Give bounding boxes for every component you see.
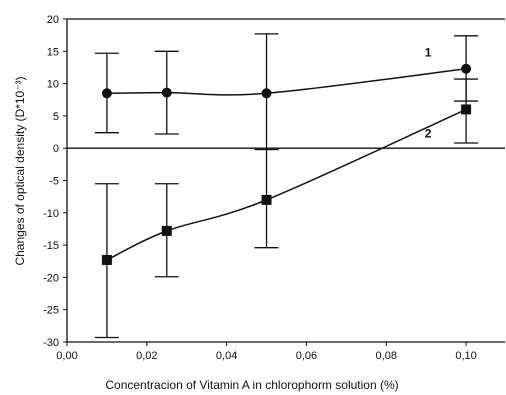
- data-point: [161, 225, 172, 236]
- y-tick-label: -15: [43, 240, 59, 252]
- y-tick-label: 5: [53, 111, 59, 123]
- data-point: [101, 254, 112, 265]
- series-2: 2: [94, 78, 479, 339]
- x-tick-label: 0,04: [216, 350, 237, 362]
- y-tick-label: 10: [47, 79, 59, 91]
- data-point: [261, 88, 272, 99]
- series-line: [106, 67, 467, 96]
- x-tick-label: 0,10: [455, 350, 476, 362]
- x-axis: 0,00 0,02 0,04 0,06 0,08 0,10: [56, 342, 477, 362]
- y-tick-label: -20: [43, 272, 59, 284]
- data-point: [461, 63, 472, 74]
- x-tick-label: 0,02: [136, 350, 157, 362]
- x-tick-label: 0,06: [296, 350, 317, 362]
- x-axis-title: Concentracion of Vitamin A in chlorophor…: [105, 378, 398, 392]
- y-tick-label: -30: [43, 337, 59, 349]
- data-point: [261, 194, 272, 205]
- series-line: [106, 108, 467, 261]
- y-tick-label: -25: [43, 305, 59, 317]
- y-tick-label: 15: [47, 46, 59, 58]
- series-label: 1: [425, 46, 432, 60]
- data-point: [101, 88, 112, 99]
- y-tick-label: -5: [49, 176, 59, 188]
- y-tick-label: 0: [53, 143, 59, 155]
- data-point: [461, 104, 472, 115]
- y-tick-label: 20: [47, 14, 59, 26]
- x-tick-label: 0,08: [376, 350, 397, 362]
- y-axis-title: Changes of optical density (D*10⁻³): [13, 76, 27, 265]
- x-tick-label: 0,00: [56, 350, 77, 362]
- y-tick-label: -10: [43, 208, 59, 220]
- series-1: 1: [94, 33, 479, 151]
- data-point: [161, 87, 172, 98]
- series-group: 12: [94, 33, 479, 339]
- plot-area: [66, 18, 505, 343]
- y-axis: -30 -25 -20 -15 -10 -5 0 5 10 15 20: [43, 14, 67, 349]
- series-label: 2: [425, 126, 432, 140]
